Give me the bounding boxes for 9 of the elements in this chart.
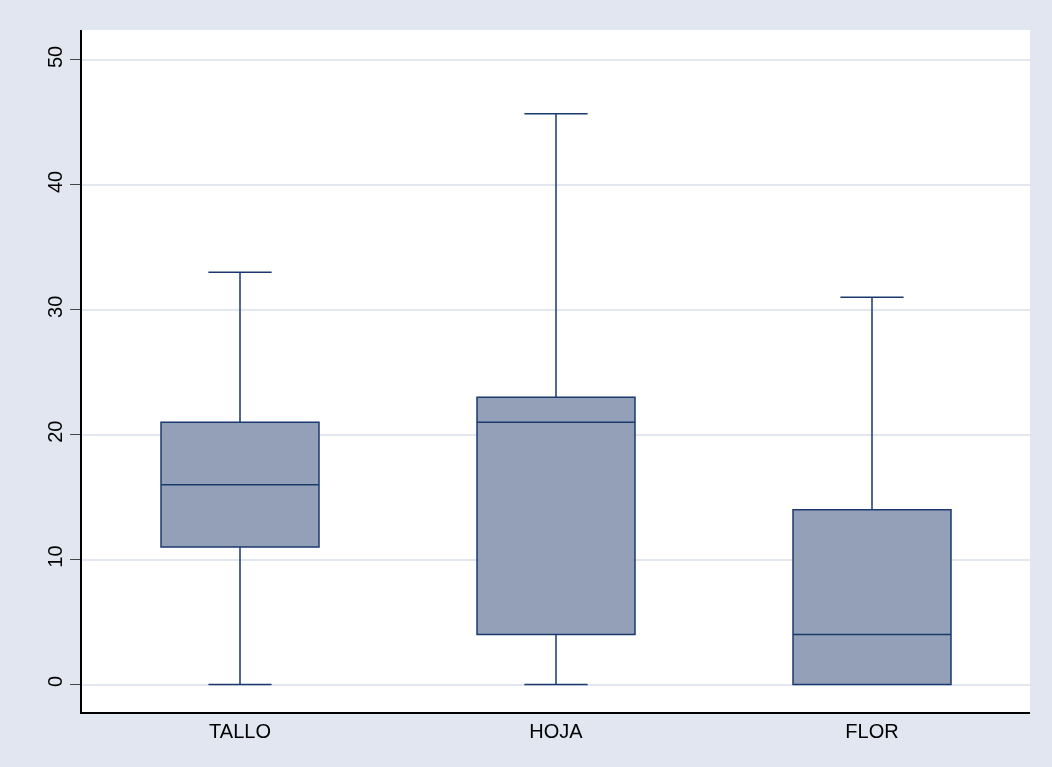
y-tick-label: 20 (44, 420, 66, 443)
y-tick-label: 10 (44, 545, 66, 568)
x-tick-label: HOJA (529, 720, 584, 742)
x-tick-label: FLOR (845, 720, 899, 742)
y-tick-label: 40 (44, 170, 66, 194)
y-tick-label: 30 (44, 295, 66, 318)
x-tick-label: TALLO (209, 720, 271, 742)
y-tick-label: 0 (44, 675, 66, 688)
y-tick-label: 50 (44, 45, 66, 69)
